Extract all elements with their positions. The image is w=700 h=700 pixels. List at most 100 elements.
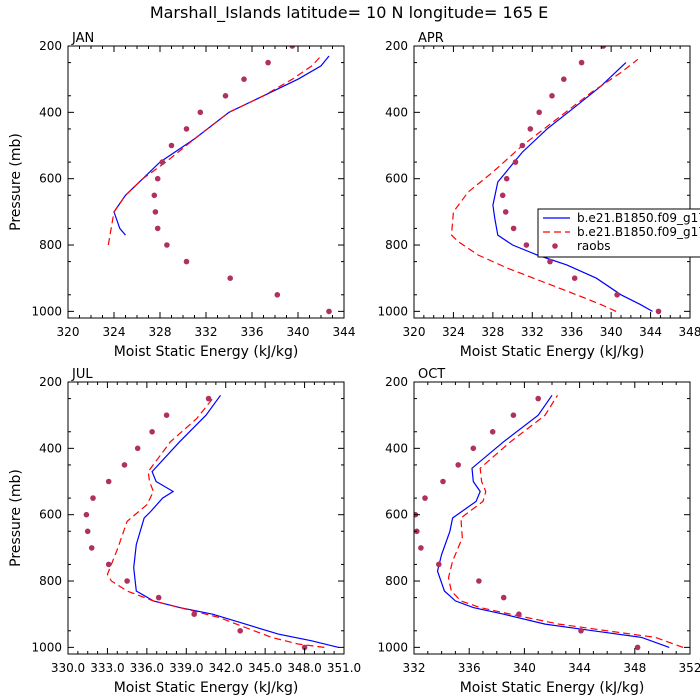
raobs-point <box>561 76 567 82</box>
y-tick-label: 1000 <box>377 304 408 318</box>
raobs-point <box>83 511 90 518</box>
raobs-point <box>470 445 477 452</box>
x-tick-label: 340 <box>513 661 536 675</box>
raobs-point <box>205 395 212 402</box>
y-tick-label: 1000 <box>31 304 62 318</box>
series-solid-line <box>133 394 339 648</box>
raobs-point <box>265 59 271 66</box>
raobs-point <box>510 225 517 232</box>
raobs-point <box>237 628 243 634</box>
x-tick-label: 336 <box>458 661 481 675</box>
raobs-point <box>164 242 170 248</box>
raobs-point <box>549 93 555 99</box>
raobs-point <box>578 59 585 66</box>
raobs-point <box>168 142 175 149</box>
panel-jul: 330.0 333.0 336.0 339.0 342.0 345.0 348.0 351.0… <box>8 367 361 696</box>
x-tick-label: 332 <box>403 661 426 675</box>
raobs-point <box>502 209 509 215</box>
y-tick-label: 200 <box>385 39 408 53</box>
x-tick-label: 328 <box>481 325 504 339</box>
raobs-point <box>84 528 91 535</box>
raobs-point <box>289 46 296 49</box>
y-tick-label: 800 <box>385 238 408 252</box>
x-tick-label: 332 <box>195 325 218 339</box>
x-tick-label: 348 <box>679 325 700 339</box>
legend-marker-dot <box>552 243 558 249</box>
raobs-point <box>301 644 308 651</box>
x-tick-label: 344 <box>639 325 662 339</box>
raobs-point <box>422 495 428 501</box>
plot-frame <box>413 381 691 655</box>
y-tick-label: 600 <box>39 172 62 186</box>
raobs-point <box>500 594 507 601</box>
raobs-point <box>154 175 161 182</box>
y-tick-label: 800 <box>385 574 408 588</box>
raobs-point <box>90 495 96 501</box>
series-dashed-line <box>106 398 325 648</box>
legend-box <box>537 208 700 258</box>
raobs-point <box>151 192 158 199</box>
x-tick-label: 344 <box>333 325 356 339</box>
raobs-point <box>134 445 141 452</box>
y-tick-label: 800 <box>39 574 62 588</box>
y-tick-label: 200 <box>39 39 62 53</box>
raobs-point <box>547 258 553 265</box>
raobs-point <box>440 478 446 485</box>
y-axis-label: Pressure (mb) <box>8 469 24 567</box>
raobs-point <box>222 93 229 99</box>
panel-title: APR <box>418 31 444 46</box>
y-tick-label: 800 <box>39 238 62 252</box>
raobs-point <box>155 594 162 601</box>
raobs-point <box>523 242 530 248</box>
raobs-point <box>634 644 641 651</box>
panels: 320 324 328 332 336 340 344 200 400 600 800 1000 JAN… <box>8 31 700 696</box>
raobs-point <box>105 561 112 568</box>
raobs-point <box>512 159 519 165</box>
x-tick-label: 348.0 <box>287 661 321 675</box>
raobs-point <box>191 611 197 617</box>
x-tick-label: 320 <box>403 325 426 339</box>
y-tick-label: 200 <box>39 375 62 389</box>
y-tick-label: 600 <box>385 508 408 522</box>
x-tick-label: 348 <box>623 661 646 675</box>
raobs-point <box>455 462 462 468</box>
raobs-point <box>163 412 170 419</box>
x-tick-label: 336 <box>241 325 264 339</box>
raobs-point <box>519 142 526 149</box>
x-axis-label: Moist Static Energy (kJ/kg) <box>460 680 645 696</box>
x-tick-label: 340 <box>287 325 310 339</box>
raobs-point <box>326 308 332 315</box>
x-tick-label: 332 <box>521 325 544 339</box>
raobs-point <box>152 209 159 215</box>
raobs-point <box>527 126 534 132</box>
raobs-point <box>489 429 496 435</box>
panel-oct: 332 336 340 344 348 352 200 400 600 800 1000 OCT Moi… <box>377 367 700 696</box>
raobs-point <box>614 292 620 298</box>
raobs-point <box>571 275 578 282</box>
y-tick-label: 400 <box>385 105 408 119</box>
legend-label: b.e21.B1850.f09_g17 <box>577 225 700 239</box>
raobs-point <box>124 578 130 584</box>
raobs-point <box>476 578 482 584</box>
raobs-point <box>159 159 166 165</box>
y-tick-label: 600 <box>385 172 408 186</box>
plot-area <box>450 46 662 315</box>
x-tick-label: 345.0 <box>248 661 282 675</box>
y-tick-label: 1000 <box>31 640 62 654</box>
x-tick-label: 339.0 <box>169 661 203 675</box>
x-axis-label: Moist Static Energy (kJ/kg) <box>114 344 299 360</box>
y-tick-label: 200 <box>385 375 408 389</box>
y-tick-label: 400 <box>385 441 408 455</box>
y-tick-label: 600 <box>39 508 62 522</box>
legend-label: b.e21.B1850.f09_g17 <box>577 211 700 225</box>
series-dashed-line <box>107 55 322 246</box>
series-solid-line <box>113 55 330 236</box>
panel-title: JAN <box>71 31 94 46</box>
panel-title: OCT <box>418 367 445 382</box>
y-axis-label: Pressure (mb) <box>8 133 24 231</box>
plot-frame <box>67 45 345 319</box>
raobs-point <box>503 175 510 182</box>
raobs-point <box>183 126 190 132</box>
plot-frame <box>413 45 691 319</box>
